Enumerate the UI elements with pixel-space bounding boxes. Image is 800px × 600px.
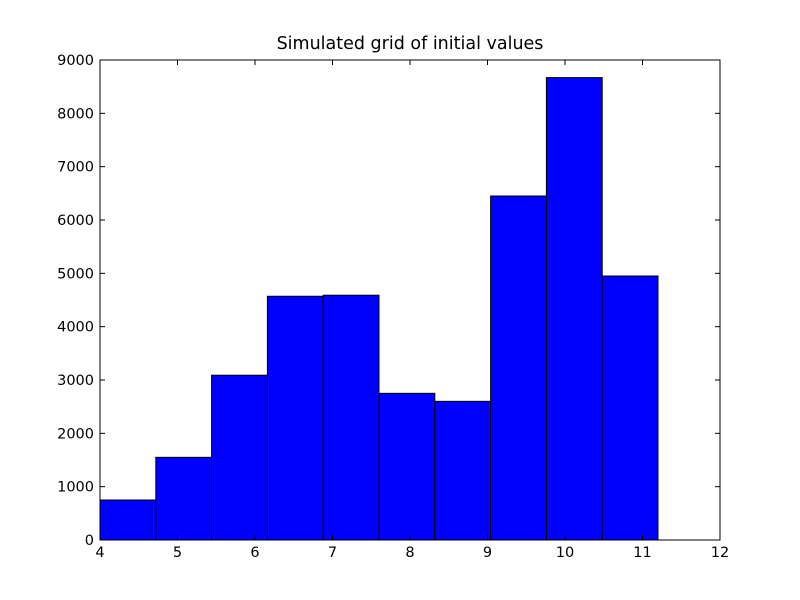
histogram-bar — [490, 195, 547, 541]
chart-title: Simulated grid of initial values — [277, 34, 544, 54]
bars-group — [99, 77, 659, 541]
y-tick-label: 3000 — [57, 373, 94, 389]
y-tick-label: 7000 — [57, 160, 94, 176]
x-tick-label: 6 — [250, 545, 259, 561]
x-tick-label: 8 — [405, 545, 414, 561]
histogram-bar — [322, 294, 380, 541]
x-tick-label: 11 — [633, 545, 651, 561]
histogram-bar — [266, 295, 324, 541]
histogram-bar — [545, 77, 603, 541]
y-tick-label: 9000 — [57, 53, 94, 69]
y-tick-label: 8000 — [57, 106, 94, 122]
x-tick-label: 9 — [483, 545, 492, 561]
histogram-bar — [155, 456, 213, 541]
x-tick-label: 10 — [556, 545, 574, 561]
histogram-bar — [601, 275, 659, 541]
y-tick-label: 4000 — [57, 320, 94, 336]
histogram-bar — [99, 499, 157, 541]
y-tick-label: 6000 — [57, 213, 94, 229]
x-tick-label: 4 — [95, 545, 104, 561]
x-tick-labels: 4 5 6 7 8 9 10 11 12 — [95, 545, 729, 561]
y-tick-label: 0 — [85, 533, 94, 549]
x-tick-label: 12 — [711, 545, 729, 561]
y-tick-label: 1000 — [57, 480, 94, 496]
x-tick-label: 5 — [173, 545, 182, 561]
histogram-bar — [434, 400, 492, 541]
y-tick-label: 2000 — [57, 426, 94, 442]
histogram-bar — [378, 392, 436, 541]
x-tick-label: 7 — [328, 545, 337, 561]
ticks-group — [99, 59, 721, 541]
y-tick-label: 5000 — [57, 266, 94, 282]
y-tick-labels: 0 1000 2000 3000 4000 5000 6000 7000 8000 9000 — [57, 53, 94, 549]
histogram-bar — [211, 374, 268, 541]
